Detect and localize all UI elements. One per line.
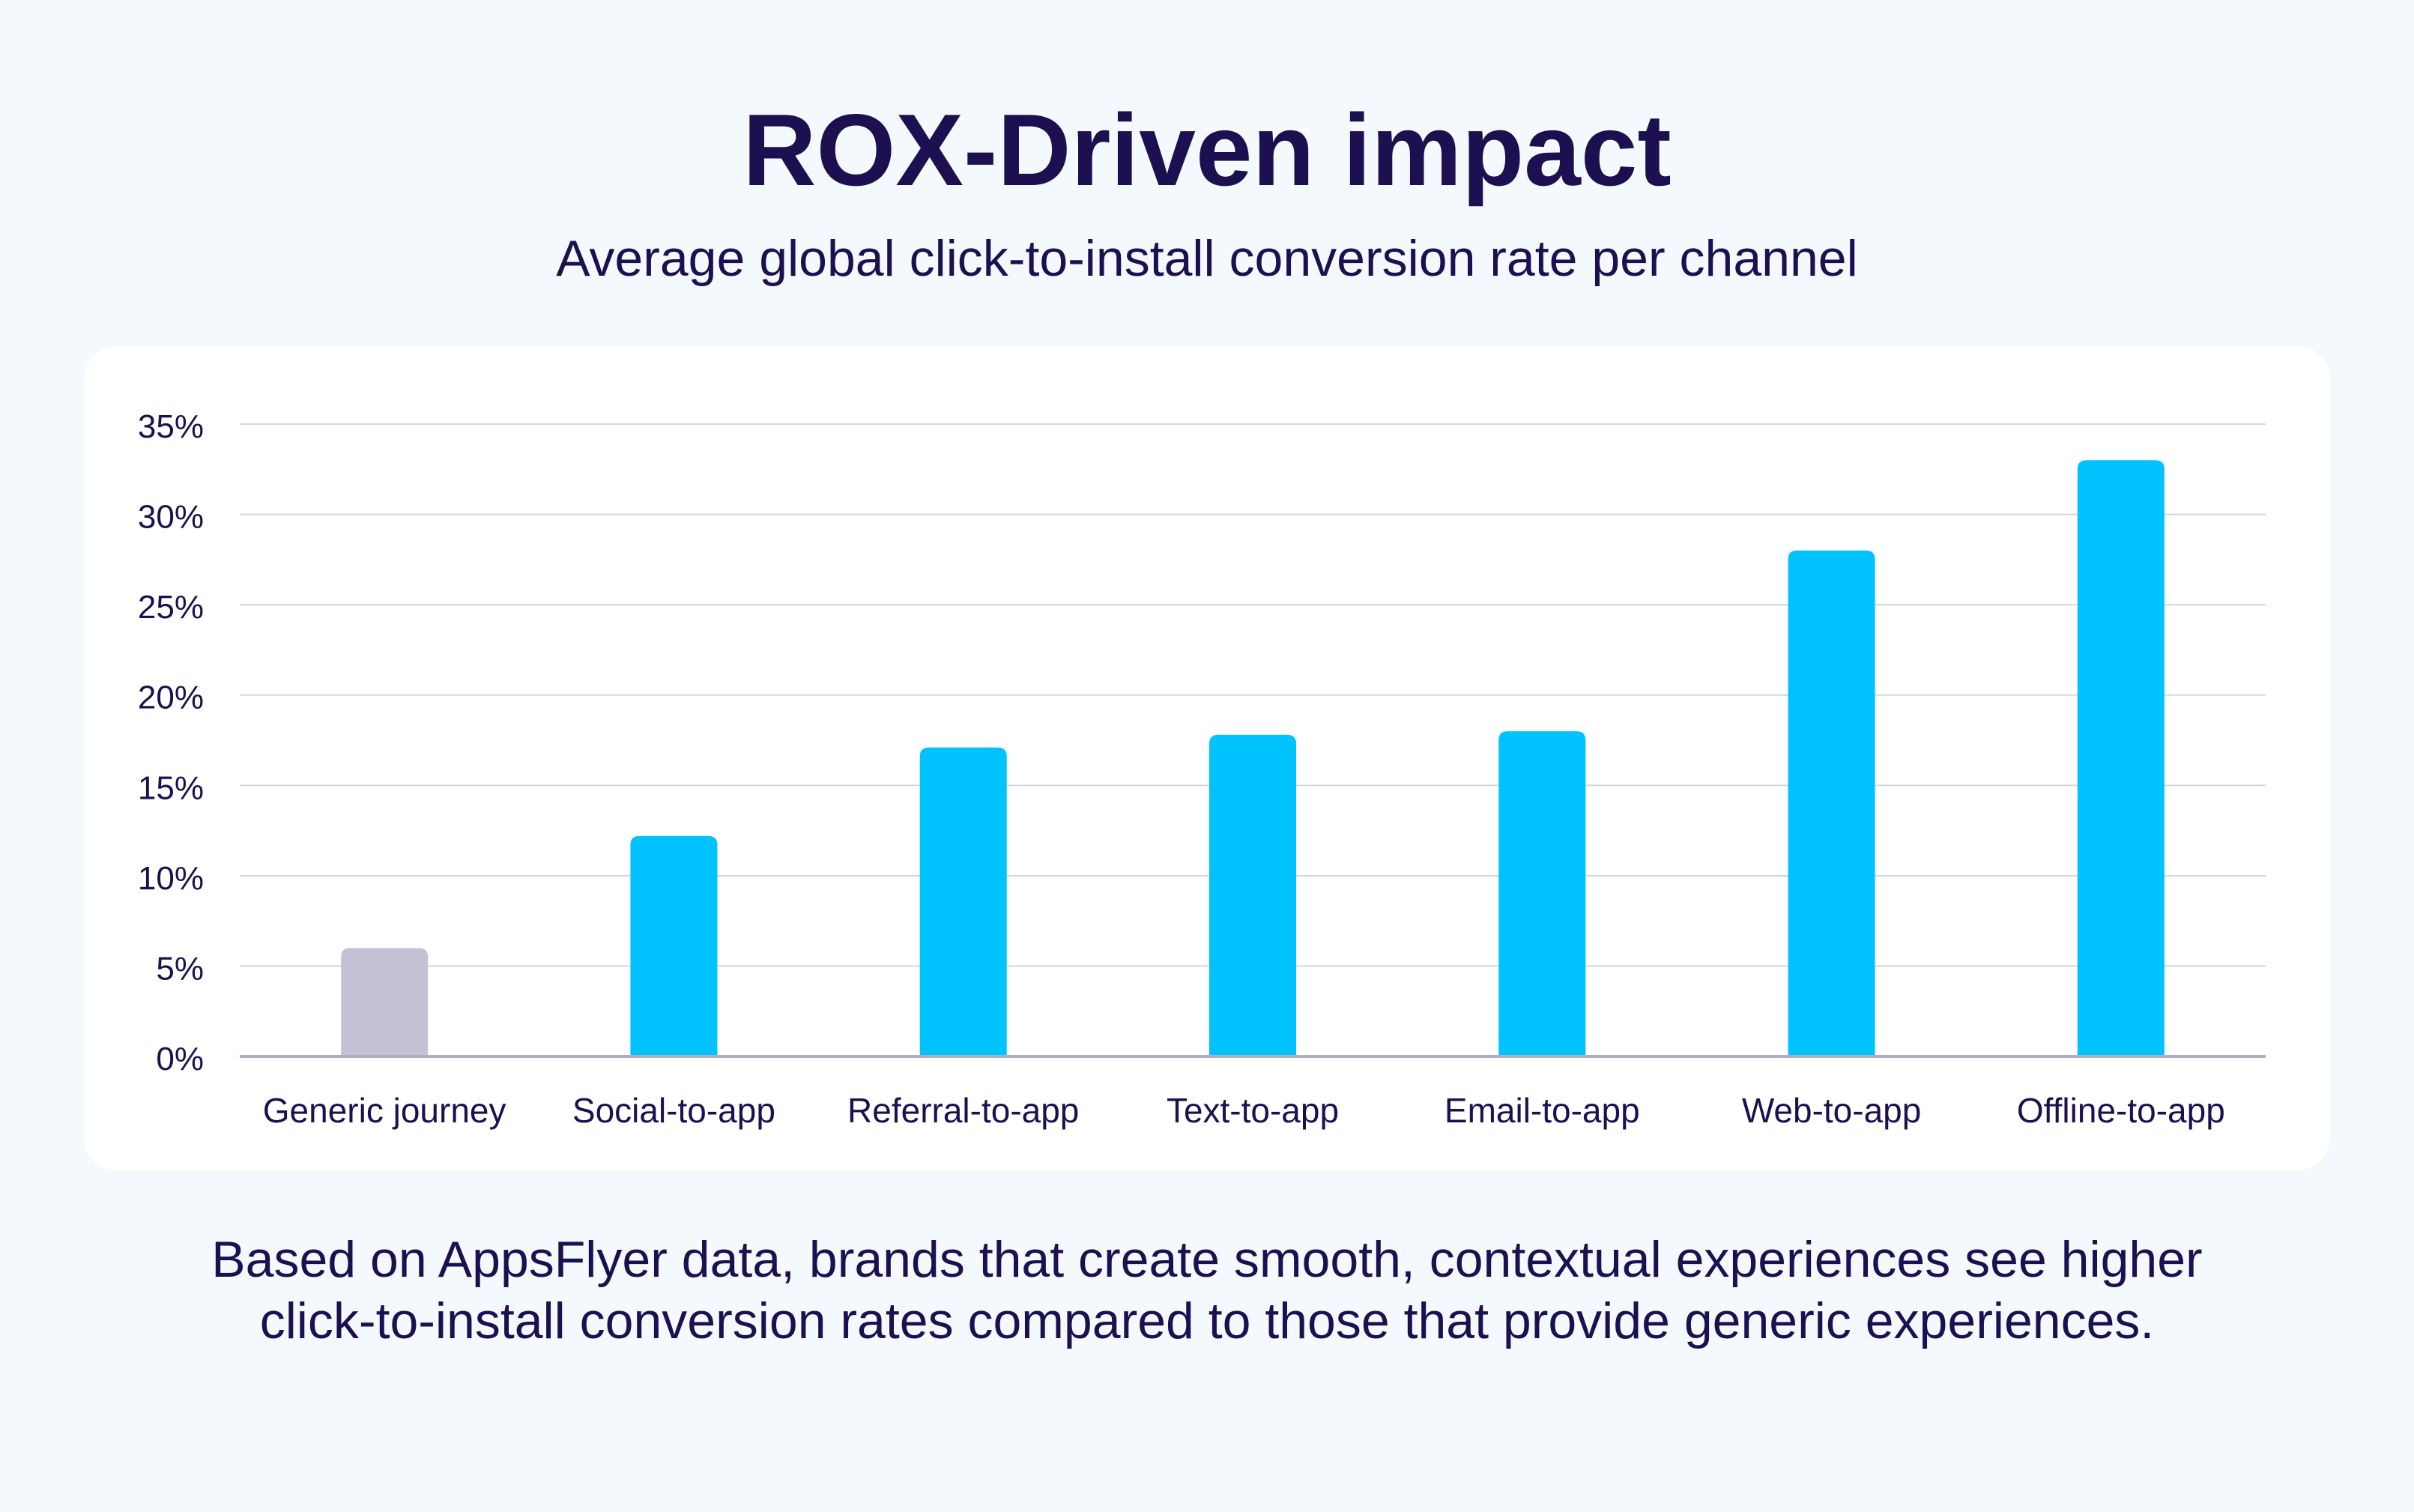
y-tick-label: 35% (138, 408, 204, 445)
bar-chart: 0% 5% 10% 15% 20% 25% 30% 35% Generic journey Soc… (138, 408, 2266, 1130)
bar-email-to-app (1498, 731, 1586, 1056)
footnote-line-2: click-to-install conversion rates compar… (259, 1292, 2155, 1349)
y-tick-label: 10% (138, 860, 204, 897)
y-tick-label: 20% (138, 680, 204, 716)
x-tick-label: Generic journey (263, 1091, 506, 1130)
chart-card: 0% 5% 10% 15% 20% 25% 30% 35% Generic journey Soc… (84, 346, 2330, 1170)
x-tick-label: Email-to-app (1445, 1091, 1640, 1130)
x-tick-label: Referral-to-app (847, 1091, 1079, 1130)
y-tick-label: 25% (138, 589, 204, 626)
y-tick-label: 30% (138, 499, 204, 536)
footnote: Based on AppsFlyer data, brands that cre… (75, 1229, 2339, 1352)
bar-referral-to-app (919, 747, 1007, 1056)
bar-web-to-app (1788, 550, 1875, 1056)
chart-subtitle: Average global click-to-install conversi… (556, 230, 1858, 287)
bar-offline-to-app (2077, 460, 2165, 1056)
bar-generic-journey (341, 948, 429, 1056)
x-tick-label: Offline-to-app (2017, 1091, 2225, 1130)
chart-title: ROX-Driven impact (742, 93, 1672, 207)
y-tick-label: 0% (156, 1041, 204, 1077)
x-tick-label: Social-to-app (572, 1091, 775, 1130)
y-tick-label: 15% (138, 769, 204, 806)
bar-text-to-app (1209, 734, 1296, 1056)
bar-social-to-app (630, 835, 718, 1056)
y-tick-label: 5% (156, 950, 204, 987)
x-tick-label: Web-to-app (1742, 1091, 1922, 1130)
footnote-line-1: Based on AppsFlyer data, brands that cre… (211, 1231, 2203, 1288)
x-tick-label: Text-to-app (1167, 1091, 1339, 1130)
